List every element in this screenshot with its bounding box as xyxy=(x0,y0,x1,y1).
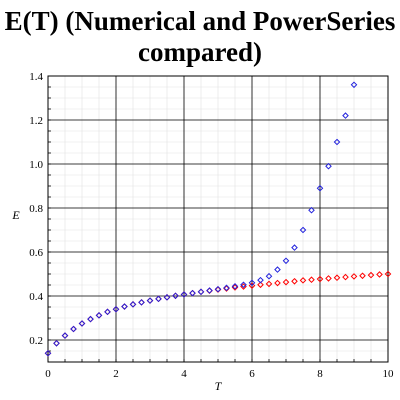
data-point xyxy=(265,280,273,288)
data-point xyxy=(112,305,120,313)
data-point xyxy=(163,294,171,301)
data-point xyxy=(70,325,77,333)
data-point xyxy=(197,288,205,296)
y-tick-label: 1.4 xyxy=(29,71,43,83)
data-point xyxy=(384,270,392,278)
data-point xyxy=(78,320,86,327)
data-point xyxy=(308,276,315,284)
data-point xyxy=(257,276,264,284)
axis-ticks xyxy=(47,75,389,363)
data-point xyxy=(87,315,94,323)
data-point xyxy=(367,271,375,279)
data-point xyxy=(53,339,60,347)
data-point xyxy=(95,312,103,319)
data-point xyxy=(342,112,349,119)
data-point xyxy=(146,297,154,304)
x-tick-label: 4 xyxy=(181,368,187,380)
data-point xyxy=(53,339,60,347)
data-point xyxy=(129,301,137,308)
y-tick-label: 0.4 xyxy=(29,291,43,303)
data-point xyxy=(265,272,273,280)
y-tick-label: 0.6 xyxy=(29,247,43,259)
data-point xyxy=(121,303,128,310)
data-point xyxy=(333,138,341,146)
data-point xyxy=(138,299,145,306)
x-axis-label: T xyxy=(215,379,223,393)
data-point xyxy=(350,81,358,89)
x-tick-label: 2 xyxy=(113,368,119,380)
y-tick-label: 1.0 xyxy=(29,159,43,171)
x-tick-label: 10 xyxy=(383,368,395,380)
grid-lines xyxy=(47,75,389,363)
data-point xyxy=(155,295,162,303)
data-point xyxy=(87,315,94,323)
data-series xyxy=(44,81,392,357)
data-point xyxy=(240,281,247,289)
data-point xyxy=(299,226,307,234)
x-tick-labels: 0 2 4 6 8 10 xyxy=(45,368,394,380)
data-point xyxy=(155,295,162,303)
data-point xyxy=(104,308,111,316)
data-point xyxy=(189,289,196,297)
y-tick-label: 0.8 xyxy=(29,203,43,215)
x-tick-label: 0 xyxy=(45,368,51,380)
y-axis-label: E xyxy=(11,208,20,222)
data-point xyxy=(61,332,69,339)
data-point xyxy=(291,244,298,251)
y-tick-label: 0.2 xyxy=(29,335,43,347)
data-point xyxy=(104,308,111,316)
data-point xyxy=(189,289,196,297)
x-tick-label: 6 xyxy=(249,368,255,380)
data-point xyxy=(248,279,256,287)
data-point xyxy=(44,349,52,357)
data-point xyxy=(138,299,145,306)
data-point xyxy=(274,279,281,287)
data-point xyxy=(299,277,307,284)
series-2 xyxy=(44,81,358,357)
data-point xyxy=(333,274,341,282)
data-point xyxy=(316,275,324,283)
y-tick-label: 1.2 xyxy=(29,115,43,127)
data-point xyxy=(257,281,264,289)
data-point xyxy=(180,291,188,298)
data-point xyxy=(274,266,281,273)
data-point xyxy=(248,282,256,289)
data-point xyxy=(325,162,332,170)
data-point xyxy=(291,277,298,285)
chart-title-line-2: compared) xyxy=(138,37,262,67)
data-point xyxy=(350,273,358,280)
data-point xyxy=(316,184,324,192)
y-tick-labels: 0.2 0.4 0.6 0.8 1.0 1.2 1.4 xyxy=(29,71,43,347)
data-point xyxy=(376,271,383,278)
data-point xyxy=(359,272,366,280)
data-point xyxy=(325,275,332,282)
data-point xyxy=(121,303,128,310)
data-point xyxy=(223,284,230,292)
data-point xyxy=(206,287,213,294)
data-point xyxy=(308,206,315,214)
data-point xyxy=(214,285,222,293)
data-point xyxy=(282,278,290,286)
data-point xyxy=(172,292,179,300)
chart-title: E(T) (Numerical and PowerSeries compared… xyxy=(0,6,400,68)
chart-title-line-1: E(T) (Numerical and PowerSeries xyxy=(4,6,396,36)
data-point xyxy=(231,283,239,290)
data-point xyxy=(342,273,349,281)
x-tick-label: 8 xyxy=(317,368,323,380)
data-point xyxy=(282,257,290,265)
